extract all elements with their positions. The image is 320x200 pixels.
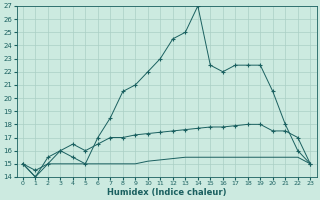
- X-axis label: Humidex (Indice chaleur): Humidex (Indice chaleur): [107, 188, 226, 197]
